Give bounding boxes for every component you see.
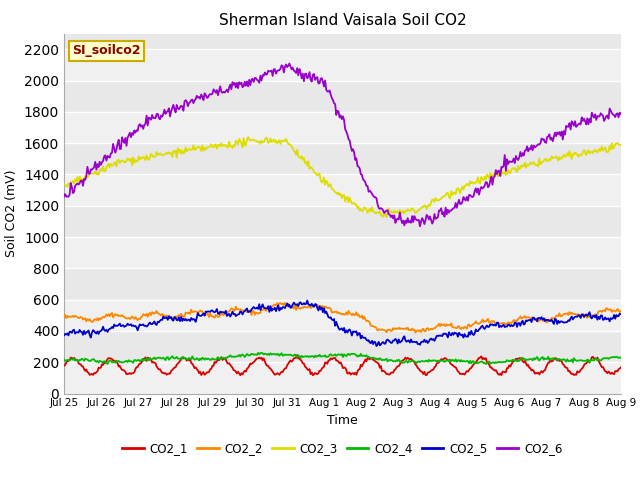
Bar (64, 362, 621, 394)
Bar (64, 112, 621, 143)
Bar (64, 49, 621, 81)
Bar (64, 268, 621, 300)
Bar (64, 174, 621, 206)
Y-axis label: Soil CO2 (mV): Soil CO2 (mV) (5, 170, 19, 257)
Bar (64, 143, 621, 174)
Text: SI_soilco2: SI_soilco2 (72, 44, 141, 58)
X-axis label: Time: Time (327, 414, 358, 427)
Title: Sherman Island Vaisala Soil CO2: Sherman Island Vaisala Soil CO2 (219, 13, 466, 28)
Legend: CO2_1, CO2_2, CO2_3, CO2_4, CO2_5, CO2_6: CO2_1, CO2_2, CO2_3, CO2_4, CO2_5, CO2_6 (118, 437, 567, 460)
Bar (64, 81, 621, 112)
Bar (64, 206, 621, 237)
Bar (64, 331, 621, 362)
Bar (64, 237, 621, 268)
Bar (64, 300, 621, 331)
